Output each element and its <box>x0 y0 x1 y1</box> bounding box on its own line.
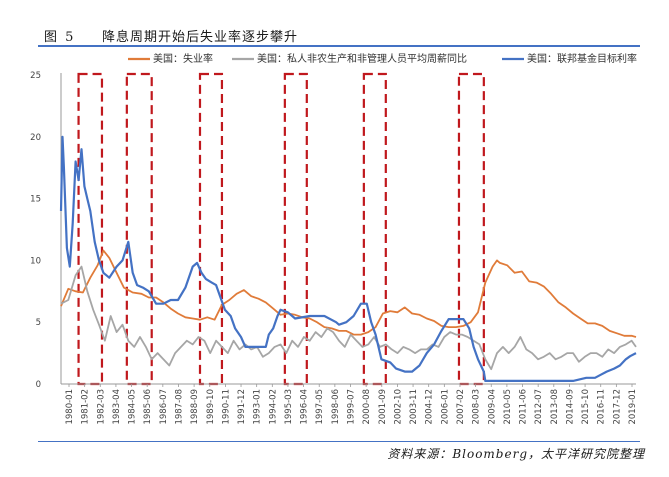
x-tick-label: 1986-07 <box>159 389 169 425</box>
legend-fed-funds-label: 美国：联邦基金目标利率 <box>527 52 637 65</box>
x-tick-label: 2016-11 <box>597 389 607 425</box>
x-tick-label: 2010-05 <box>503 389 513 425</box>
figure-number: 图 5 <box>44 30 76 45</box>
x-tick-label: 2013-08 <box>550 389 560 425</box>
x-tick-label: 2014-09 <box>565 389 575 425</box>
y-tick-label: 0 <box>36 380 41 390</box>
legend-unemployment-label: 美国：失业率 <box>153 52 213 65</box>
footer-rule <box>38 441 640 442</box>
x-tick-label: 1984-05 <box>128 389 138 425</box>
x-tick-label: 2011-06 <box>519 389 529 425</box>
x-tick-label: 2003-11 <box>409 389 419 425</box>
x-tick-label: 2017-12 <box>612 389 622 425</box>
x-tick-label: 1996-04 <box>300 389 310 425</box>
x-tick-label: 1997-05 <box>315 389 325 425</box>
y-tick-label: 5 <box>36 318 41 328</box>
x-tick-label: 1987-08 <box>174 389 184 425</box>
figure-title: 降息周期开始后失业率逐步攀升 <box>102 30 299 45</box>
figure-header: 图 5 降息周期开始后失业率逐步攀升 <box>38 24 640 46</box>
y-tick-label: 20 <box>30 133 41 143</box>
x-tick-label: 2015-10 <box>581 389 591 425</box>
x-tick-label: 1999-07 <box>347 389 357 425</box>
x-tick-label: 1983-04 <box>112 389 122 425</box>
x-tick-label: 1988-09 <box>190 389 200 425</box>
y-tick-label: 25 <box>30 71 41 81</box>
x-tick-label: 2008-03 <box>472 389 482 425</box>
x-tick-label: 1980-01 <box>65 389 75 425</box>
x-tick-label: 2006-01 <box>440 389 450 425</box>
x-tick-label: 2000-08 <box>362 389 372 425</box>
x-tick-label: 2019-01 <box>628 389 638 425</box>
source-note: 资料来源：Bloomberg，太平洋研究院整理 <box>387 447 645 461</box>
x-tick-label: 1993-01 <box>253 389 263 425</box>
x-tick-label: 1991-12 <box>237 389 247 425</box>
legend-weekly-wage-label: 美国：私人非农生产和非管理人员平均周薪同比 <box>257 52 467 65</box>
weekly-wage-yoy-line <box>60 265 637 371</box>
x-tick-label: 2002-10 <box>393 389 403 425</box>
x-tick-label: 1989-10 <box>206 389 216 425</box>
header-rule <box>38 45 640 47</box>
x-tick-label: 1981-02 <box>81 389 91 425</box>
x-tick-label: 1985-06 <box>143 389 153 425</box>
fed-funds-rate-line <box>59 135 637 382</box>
x-tick-label: 2001-09 <box>378 389 388 425</box>
x-tick-label: 1982-03 <box>96 389 106 425</box>
x-tick-label: 1995-03 <box>284 389 294 425</box>
x-tick-label: 2009-04 <box>487 389 497 425</box>
easing-period-box-2 <box>198 72 224 386</box>
y-tick-label: 10 <box>30 256 41 266</box>
x-tick-label: 1990-11 <box>221 389 231 425</box>
x-tick-label: 2012-07 <box>534 389 544 425</box>
y-tick-label: 15 <box>30 195 41 205</box>
easing-period-box-0 <box>77 72 104 386</box>
x-tick-label: 1998-06 <box>331 389 341 425</box>
x-tick-label: 2004-12 <box>425 389 435 425</box>
unemployment-rate-line <box>60 249 637 338</box>
x-tick-label: 1994-02 <box>268 389 278 425</box>
x-tick-label: 2007-02 <box>456 389 466 425</box>
